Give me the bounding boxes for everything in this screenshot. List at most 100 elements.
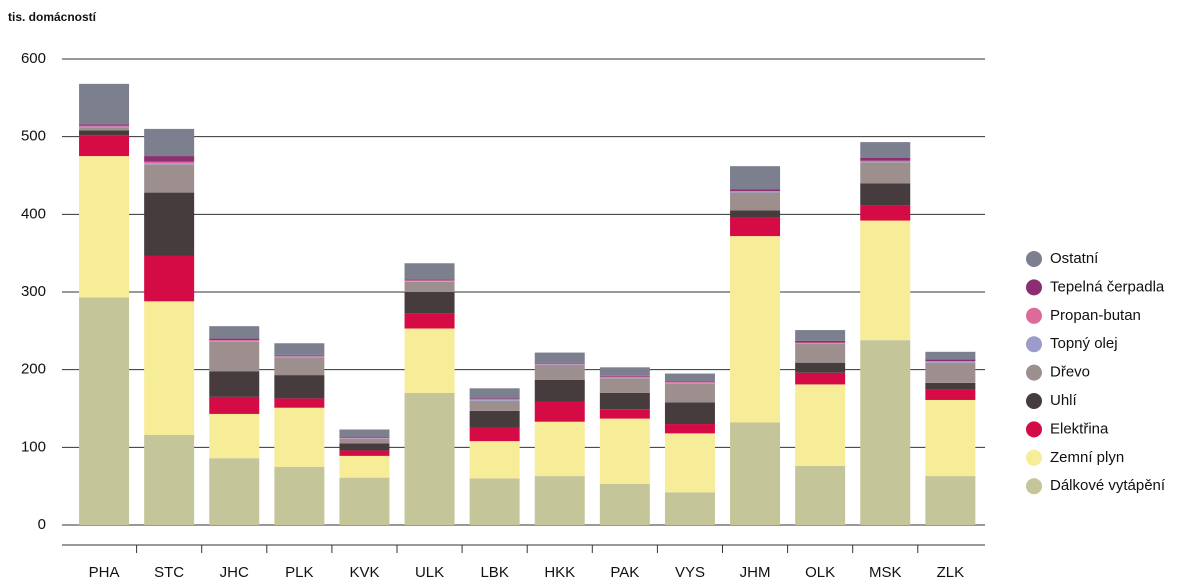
legend-label: Ostatní bbox=[1050, 250, 1099, 267]
bar-segment bbox=[534, 365, 585, 380]
bar-segment bbox=[144, 156, 195, 162]
bar-segment bbox=[79, 124, 130, 126]
bar-segment bbox=[599, 376, 650, 378]
bar-segment bbox=[795, 344, 846, 363]
bar-segment bbox=[860, 161, 911, 163]
bar-segment bbox=[599, 375, 650, 377]
bar-segment bbox=[599, 378, 650, 393]
bar-segment bbox=[209, 341, 260, 372]
legend-swatch bbox=[1026, 336, 1042, 353]
bar-segment bbox=[79, 130, 130, 136]
bar-segment bbox=[469, 388, 520, 399]
bar-segment bbox=[664, 402, 715, 425]
bar-segment bbox=[599, 418, 650, 484]
x-tick-label: LBK bbox=[480, 564, 508, 581]
bar-segment bbox=[730, 236, 781, 423]
bar-segment bbox=[404, 281, 455, 292]
bar-segment bbox=[925, 361, 976, 362]
bar-segment bbox=[860, 205, 911, 221]
bar-segment bbox=[534, 421, 585, 477]
bar-segment bbox=[860, 160, 911, 162]
bar-segment bbox=[860, 162, 911, 184]
bar-segment bbox=[144, 301, 195, 435]
bar-segment bbox=[79, 125, 130, 127]
legend-label: Uhlí bbox=[1050, 392, 1078, 409]
bar-segment bbox=[339, 443, 390, 451]
bar-segment bbox=[730, 189, 781, 192]
legend-label: Elektřina bbox=[1050, 420, 1109, 437]
y-tick-label: 600 bbox=[21, 50, 46, 67]
x-tick-label: HKK bbox=[544, 564, 575, 581]
legend-label: Zemní plyn bbox=[1050, 449, 1124, 466]
bar-segment bbox=[664, 382, 715, 384]
bar-segment bbox=[469, 427, 520, 442]
bar-segment bbox=[469, 410, 520, 428]
bar-segment bbox=[664, 381, 715, 383]
bar-segment bbox=[144, 164, 195, 193]
bar-segment bbox=[925, 361, 976, 363]
bar-segment bbox=[860, 142, 911, 158]
legend-label: Dřevo bbox=[1050, 364, 1090, 381]
bar-segment bbox=[339, 438, 390, 444]
legend-swatch bbox=[1026, 421, 1042, 438]
x-tick-label: MSK bbox=[869, 564, 902, 581]
bar-segment bbox=[469, 441, 520, 479]
bar-segment bbox=[209, 396, 260, 414]
legend-swatch bbox=[1026, 478, 1042, 495]
bar-segment bbox=[209, 326, 260, 339]
bar-segment bbox=[860, 157, 911, 161]
bar-segment bbox=[534, 476, 585, 525]
bar-segment bbox=[925, 389, 976, 400]
bar-segment bbox=[599, 377, 650, 379]
bar-segment bbox=[79, 135, 130, 157]
bar-segment bbox=[664, 492, 715, 525]
bar-segment bbox=[404, 328, 455, 393]
bar-segment bbox=[274, 398, 325, 408]
bar-segment bbox=[79, 156, 130, 298]
bar-segment bbox=[274, 357, 325, 376]
bar-segment bbox=[404, 313, 455, 329]
bar-segment bbox=[730, 422, 781, 525]
bar-segment bbox=[144, 161, 195, 164]
bar-segment bbox=[79, 83, 130, 125]
bar-segment bbox=[274, 356, 325, 358]
bar-segment bbox=[860, 220, 911, 341]
bar-segment bbox=[404, 281, 455, 282]
bar-segment bbox=[339, 429, 390, 438]
bar-segment bbox=[144, 192, 195, 256]
bar-segment bbox=[209, 371, 260, 397]
bar-segment bbox=[599, 367, 650, 376]
bar-segment bbox=[209, 338, 260, 341]
y-tick-label: 300 bbox=[21, 283, 46, 300]
bar-segment bbox=[795, 342, 846, 344]
bar-segment bbox=[274, 466, 325, 525]
x-tick-label: KVK bbox=[349, 564, 379, 581]
bar-segment bbox=[339, 455, 390, 478]
legend-label: Topný olej bbox=[1050, 335, 1118, 352]
x-tick-label: JHC bbox=[220, 564, 249, 581]
bar-segment bbox=[79, 127, 130, 131]
legend-swatch bbox=[1026, 279, 1042, 296]
bar-segment bbox=[860, 340, 911, 525]
bar-segment bbox=[664, 424, 715, 434]
bar-segment bbox=[925, 399, 976, 477]
y-axis-label: tis. domácností bbox=[8, 10, 97, 24]
y-tick-label: 400 bbox=[21, 205, 46, 222]
legend-label: Propan-butan bbox=[1050, 307, 1141, 324]
x-tick-label: PAK bbox=[610, 564, 639, 581]
legend-swatch bbox=[1026, 251, 1042, 267]
bar-segment bbox=[795, 362, 846, 373]
bar-segment bbox=[795, 343, 846, 345]
bar-segment bbox=[144, 128, 195, 157]
bar-segment bbox=[925, 382, 976, 390]
x-tick-label: ULK bbox=[415, 564, 444, 581]
bar-segment bbox=[79, 297, 130, 525]
legend-swatch bbox=[1026, 393, 1042, 409]
x-tick-label: PLK bbox=[285, 564, 313, 581]
bar-segment bbox=[469, 398, 520, 400]
bar-segment bbox=[664, 383, 715, 403]
y-tick-label: 100 bbox=[21, 438, 46, 455]
legend-swatch bbox=[1026, 449, 1042, 466]
bar-segment bbox=[534, 362, 585, 364]
bar-segment bbox=[469, 478, 520, 525]
